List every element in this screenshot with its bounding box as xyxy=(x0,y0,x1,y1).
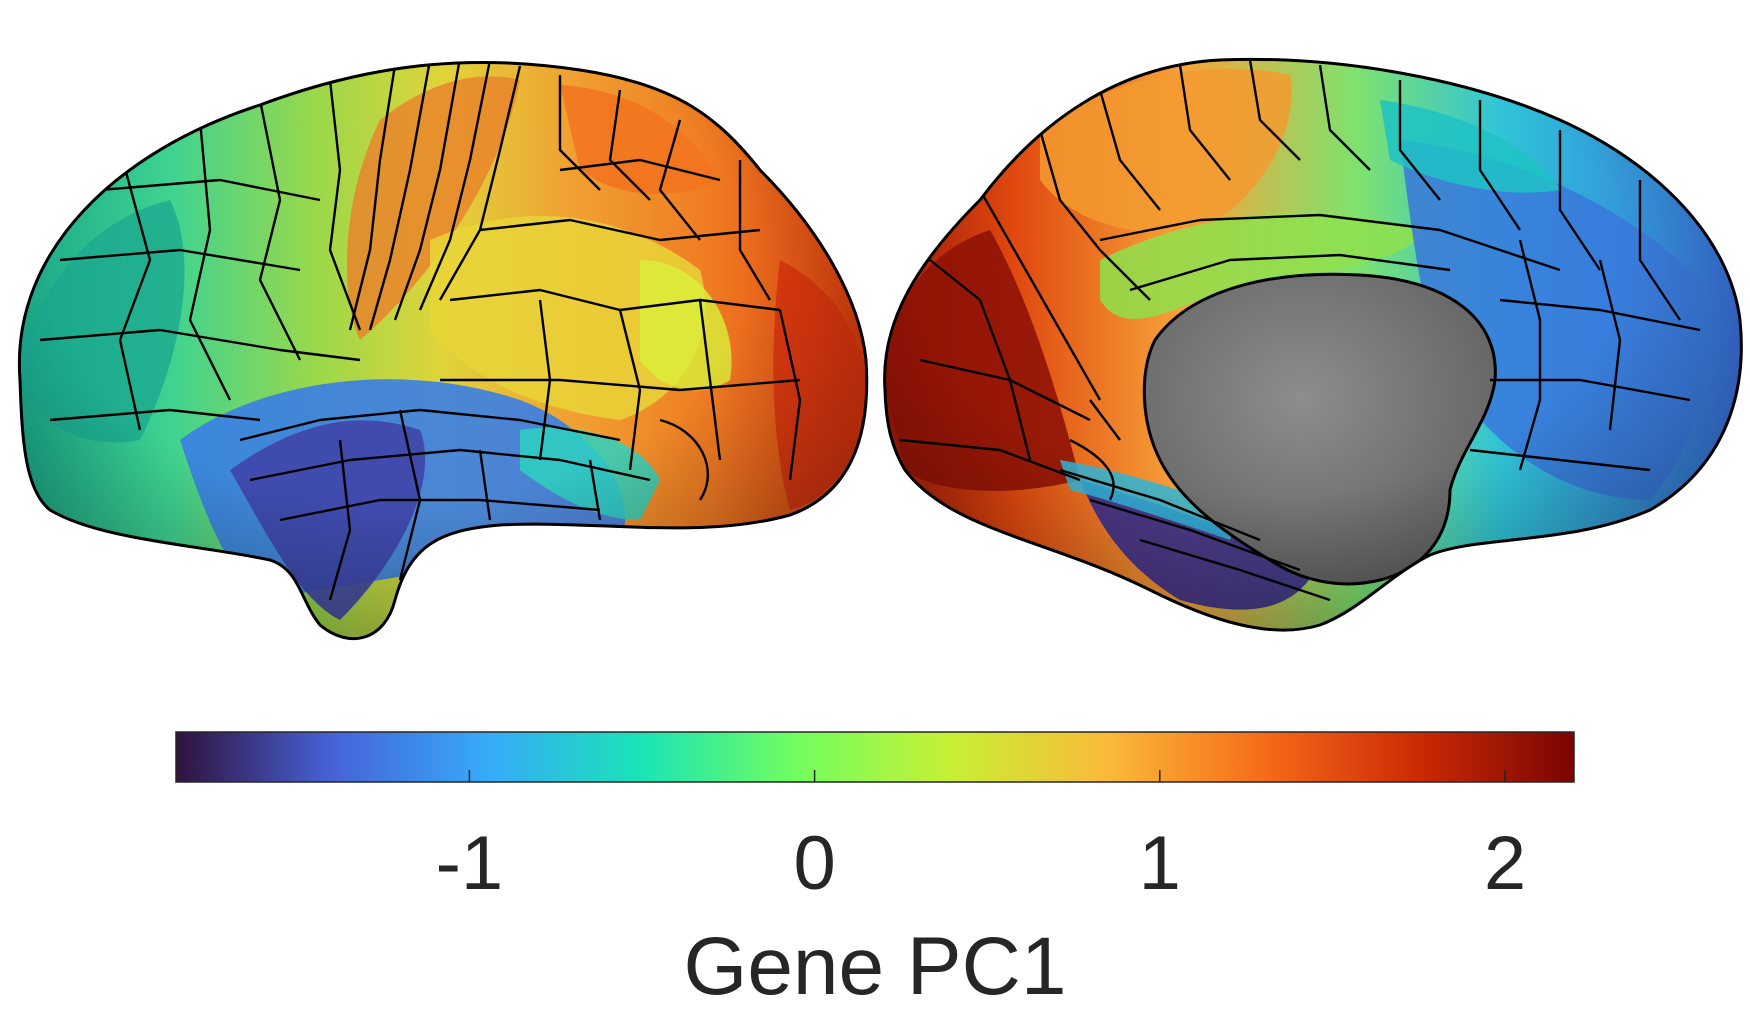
colorbar-ticks xyxy=(468,770,1506,782)
colorbar-label: Gene PC1 xyxy=(683,921,1067,1012)
colorbar xyxy=(175,731,1575,783)
colorbar-gradient xyxy=(175,731,1575,783)
colorbar-tick-label: -1 xyxy=(435,821,504,906)
colorbar-tick-label: 0 xyxy=(793,821,836,906)
medial-hemisphere-view xyxy=(883,57,1743,632)
lateral-hemisphere-view xyxy=(17,60,869,641)
colorbar-tick-label: 2 xyxy=(1483,821,1527,906)
colorbar-tick-label: 1 xyxy=(1138,821,1181,906)
